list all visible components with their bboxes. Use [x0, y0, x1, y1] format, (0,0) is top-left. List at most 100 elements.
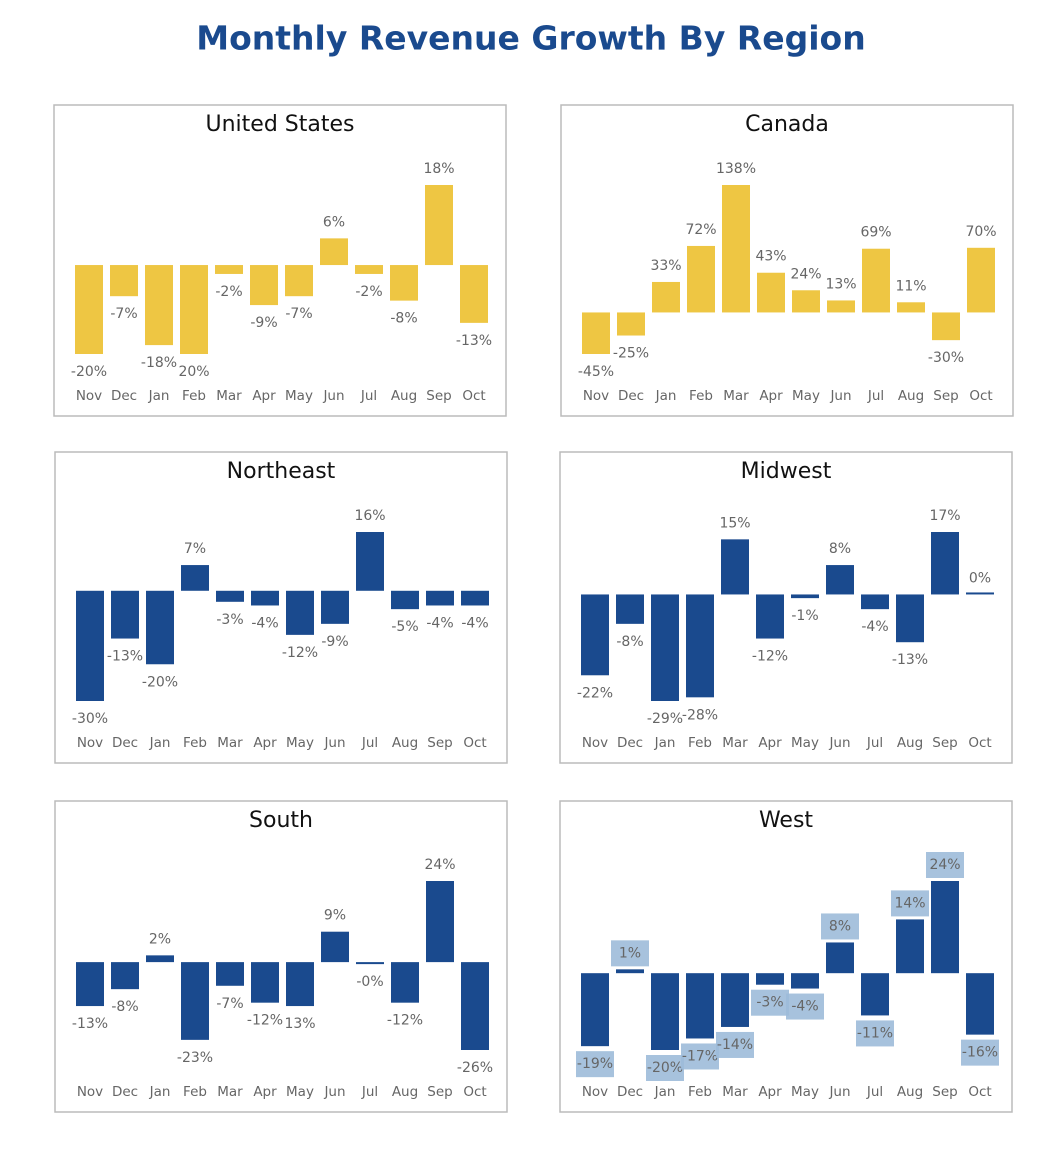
value-label: -2% — [215, 284, 242, 300]
value-label: 16% — [354, 508, 385, 524]
value-label: -20% — [71, 364, 107, 380]
x-tick-label: Apr — [758, 1084, 782, 1100]
x-tick-label: Aug — [897, 1084, 923, 1100]
x-tick-label: Feb — [182, 388, 206, 404]
bar — [931, 532, 959, 595]
value-label: -4% — [426, 615, 453, 631]
value-label: -28% — [682, 707, 718, 723]
value-label: -11% — [857, 1025, 893, 1041]
value-label: 17% — [929, 508, 960, 524]
bar — [286, 962, 314, 1007]
value-label: -26% — [457, 1060, 493, 1076]
x-tick-label: Apr — [253, 1084, 277, 1100]
value-label: -13% — [892, 652, 928, 668]
x-tick-label: May — [792, 388, 820, 404]
bar — [425, 185, 453, 266]
bar — [616, 969, 644, 974]
bar — [355, 265, 383, 274]
x-tick-label: Aug — [392, 735, 418, 751]
bar — [146, 955, 174, 963]
value-label: 70% — [965, 224, 996, 240]
bar — [181, 565, 209, 591]
value-label: -18% — [141, 355, 177, 371]
bar — [461, 962, 489, 1050]
x-tick-label: Apr — [758, 735, 782, 751]
label-box — [646, 1055, 684, 1081]
bar — [76, 962, 104, 1007]
x-tick-label: Mar — [723, 388, 749, 404]
x-tick-label: Aug — [391, 388, 417, 404]
chart-panel: Midwest Nov -22% Dec -8% Jan -29% Feb -28%Mar 15%… — [559, 451, 1013, 764]
value-label: 138% — [716, 161, 756, 177]
bar — [146, 590, 174, 665]
x-tick-label: Jan — [149, 1084, 171, 1100]
x-tick-label: Aug — [897, 735, 923, 751]
value-label: 72% — [685, 222, 716, 238]
bar — [616, 594, 644, 624]
value-label: -13% — [456, 333, 492, 349]
x-tick-label: Apr — [759, 388, 783, 404]
bar — [617, 312, 645, 336]
chart-panel: Canada Nov -45%Dec -25% Jan 33% Feb 72% Mar 138% A… — [560, 104, 1014, 417]
value-label: 8% — [829, 541, 851, 557]
bar — [756, 594, 784, 639]
x-tick-label: Jun — [323, 1084, 345, 1100]
bar — [251, 590, 279, 606]
chart-panel: United States Nov -20%Dec -7% Jan -18% Feb 20% M… — [53, 104, 507, 417]
bar — [861, 973, 889, 1016]
bar — [426, 590, 454, 606]
bar — [320, 238, 348, 266]
bar — [181, 962, 209, 1040]
value-label: -7% — [110, 306, 137, 322]
value-label: -7% — [285, 306, 312, 322]
bar — [967, 247, 995, 313]
label-box — [576, 1051, 614, 1078]
bar — [652, 281, 680, 313]
bar — [145, 265, 173, 346]
x-tick-label: Mar — [722, 1084, 748, 1100]
value-label: -16% — [962, 1045, 998, 1061]
bar — [687, 245, 715, 313]
value-label: -17% — [682, 1048, 718, 1064]
label-box — [611, 940, 649, 967]
value-label: 69% — [860, 225, 891, 241]
label-box — [716, 1031, 754, 1058]
bar — [896, 919, 924, 974]
bar — [721, 973, 749, 1027]
bar — [250, 265, 278, 306]
x-tick-label: Jul — [360, 388, 377, 404]
value-label: -12% — [282, 645, 318, 661]
value-label: 24% — [790, 266, 821, 282]
x-tick-label: May — [791, 1084, 819, 1100]
value-label: -8% — [111, 999, 138, 1015]
x-tick-label: Jul — [361, 735, 378, 751]
value-label: -12% — [247, 1013, 283, 1029]
x-tick-label: Dec — [111, 388, 137, 404]
x-tick-label: Sep — [426, 388, 451, 404]
x-tick-label: Sep — [427, 735, 452, 751]
bar — [826, 942, 854, 974]
bar — [321, 590, 349, 624]
value-label: -0% — [356, 974, 383, 990]
bar — [686, 594, 714, 698]
chart-title: Canada — [745, 112, 829, 137]
value-label: 2% — [149, 931, 171, 947]
x-tick-label: Feb — [688, 735, 712, 751]
chart-title: Northeast — [227, 459, 336, 484]
x-tick-label: May — [286, 1084, 314, 1100]
chart-title: West — [759, 808, 813, 833]
x-tick-label: Feb — [689, 388, 713, 404]
bar — [426, 881, 454, 963]
label-box — [891, 890, 929, 917]
bar — [862, 248, 890, 313]
bar — [581, 594, 609, 676]
value-label: 0% — [969, 570, 991, 586]
value-label: 15% — [719, 515, 750, 531]
x-tick-label: Dec — [617, 1084, 643, 1100]
x-tick-label: Oct — [462, 388, 485, 404]
x-tick-label: Jan — [654, 735, 676, 751]
x-tick-label: Dec — [617, 735, 643, 751]
value-label: 24% — [929, 857, 960, 873]
value-label: -12% — [752, 649, 788, 665]
